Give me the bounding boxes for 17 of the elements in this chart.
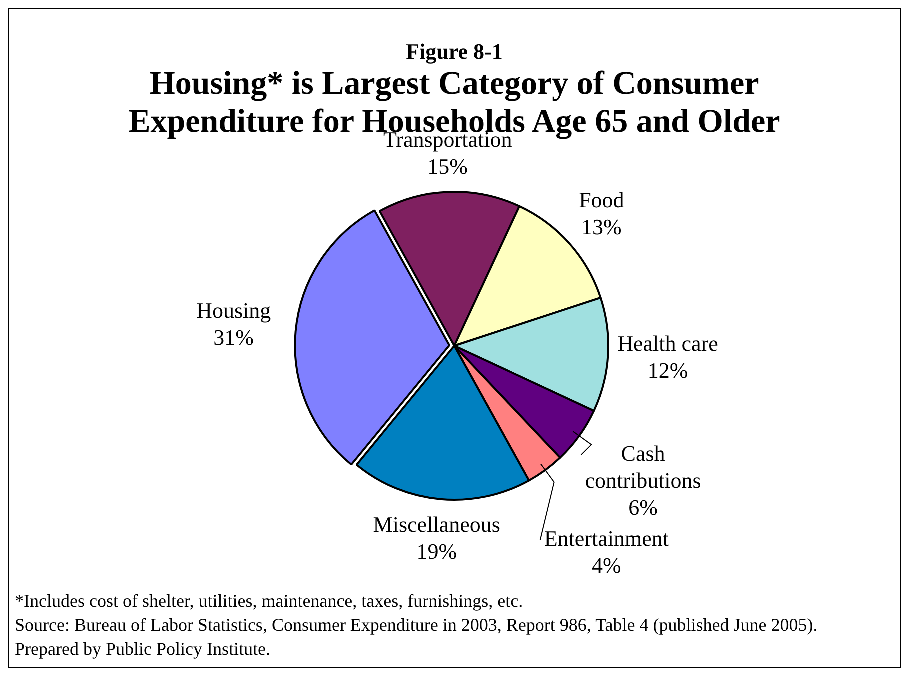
- slice-label: Cash contributions: [585, 440, 702, 493]
- text: *Includes cost of shelter, utilities, maintenance, taxes, furnishings, etc.: [15, 590, 524, 613]
- chart-subtitle: Figure 8-1: [405, 38, 504, 65]
- slice-label: Health care: [618, 330, 718, 356]
- data-label: 6%: [628, 494, 658, 520]
- data-label: 13%: [582, 214, 622, 240]
- data-label: 15%: [428, 154, 468, 180]
- slice-label: Housing: [196, 298, 272, 324]
- slice-label: Food: [579, 188, 624, 213]
- data-label: 4%: [592, 553, 622, 578]
- data-label: 31%: [214, 325, 254, 350]
- source-note: Source: Bureau of Labor Statistics, Consumer Expenditure in 2003, Report 986, Table 4 (published June 2005).: [15, 614, 819, 637]
- slice-label: Miscellaneous: [373, 512, 500, 538]
- text: Prepared by Public Policy Institute.: [15, 638, 272, 661]
- data-label: 12%: [648, 358, 688, 383]
- data-label: 19%: [416, 539, 458, 564]
- slice-label: Entertainment: [544, 526, 669, 552]
